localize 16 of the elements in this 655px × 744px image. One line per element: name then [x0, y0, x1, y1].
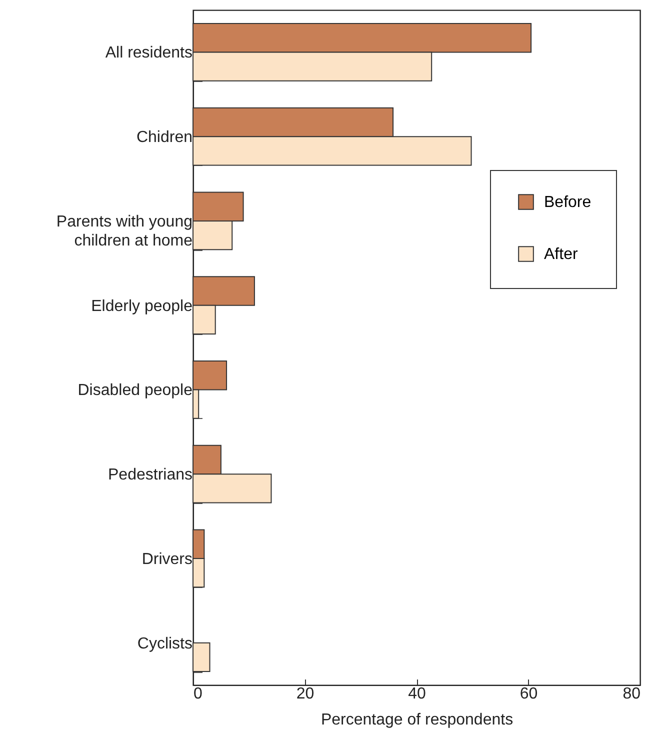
x-tick-label: 60	[520, 686, 538, 702]
y-tick-label: Pedestrians	[108, 466, 192, 484]
x-tick-label: 0	[194, 686, 202, 702]
y-tick-label: Parents with young children at home	[56, 213, 193, 250]
x-axis-title: Percentage of respondents	[320, 712, 514, 728]
y-tick-label: Disabled people	[78, 382, 193, 400]
y-tick-label: All residents	[105, 44, 192, 62]
y-tick-label: Elderly people	[91, 298, 193, 315]
y-tick-label: Drivers	[142, 550, 192, 568]
legend-label: Before	[544, 194, 592, 211]
y-tick-label: Chidren	[136, 129, 192, 146]
y-tick-label: Cyclists	[137, 635, 192, 652]
x-tick-label: 80	[622, 686, 641, 702]
legend-label: After	[544, 246, 578, 263]
x-tick-label: 20	[296, 686, 314, 702]
x-tick-label: 40	[408, 686, 426, 702]
